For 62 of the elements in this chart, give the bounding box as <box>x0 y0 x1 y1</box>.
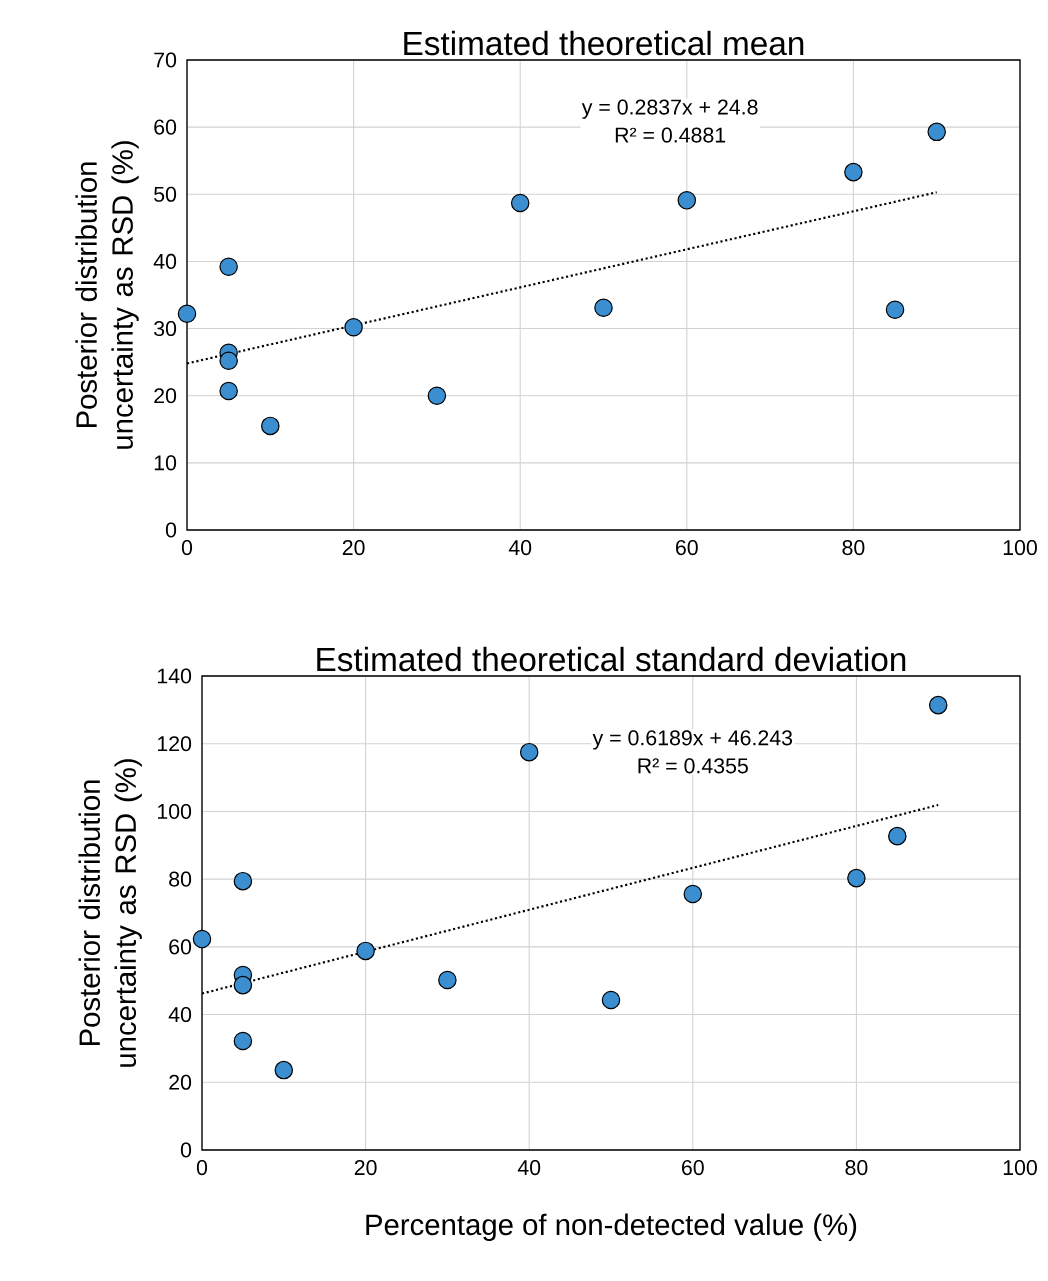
x-tick-label: 100 <box>1003 1160 1037 1176</box>
point <box>847 868 866 888</box>
point <box>219 351 238 371</box>
point <box>844 162 863 182</box>
point <box>594 298 613 318</box>
x-tick-label: 80 <box>842 540 865 556</box>
point <box>219 381 238 401</box>
point <box>888 826 907 846</box>
point <box>274 1060 294 1080</box>
x-tick-label: 20 <box>354 1160 377 1176</box>
x-tick-label: 100 <box>1003 540 1037 556</box>
point <box>427 386 447 405</box>
x-axis-title: Percentage of non-detected value (%) <box>366 1213 857 1241</box>
point <box>233 1031 253 1051</box>
y-tick-label: 50 <box>154 186 177 202</box>
point <box>219 257 238 277</box>
point <box>683 884 703 904</box>
point <box>438 970 457 990</box>
point <box>927 122 946 142</box>
y-tick-label: 80 <box>169 871 192 887</box>
y-tick-label: 140 <box>157 668 192 684</box>
chart-title: Estimated theoretical mean <box>404 30 804 56</box>
y-tick-label: 100 <box>157 803 192 819</box>
chart-title: Estimated theoretical standard deviation <box>317 646 906 672</box>
x-tick-label: 60 <box>676 540 698 556</box>
point <box>677 191 697 210</box>
y-tick-label: 0 <box>165 522 177 538</box>
point <box>356 941 375 961</box>
point <box>519 742 539 762</box>
point <box>233 871 253 891</box>
annotation: R² = 0.4355 <box>638 758 748 774</box>
x-tick-label: 40 <box>517 1160 541 1176</box>
x-tick-label: 80 <box>845 1160 868 1176</box>
annotation: y = 0.2837x + 24.8 <box>581 99 758 119</box>
point <box>928 695 948 715</box>
y-tick-label: 40 <box>153 253 177 269</box>
x-tick-label: 0 <box>196 1160 208 1176</box>
point <box>192 929 212 949</box>
y-tick-label: 120 <box>157 736 192 752</box>
point <box>601 990 621 1010</box>
y-tick-label: 10 <box>154 455 177 471</box>
x-tick-label: 60 <box>682 1160 704 1176</box>
annotation: R² = 0.4881 <box>615 127 726 143</box>
y-axis-title: Posterior distribution uncertainty as RSD (%) <box>75 141 139 449</box>
point <box>261 416 280 436</box>
y-tick-label: 0 <box>180 1142 192 1158</box>
point <box>510 193 530 213</box>
x-tick-label: 40 <box>508 540 532 556</box>
y-tick-label: 40 <box>168 1007 192 1023</box>
y-tick-label: 70 <box>154 52 177 68</box>
point <box>233 975 253 995</box>
point <box>344 317 363 337</box>
y-tick-label: 20 <box>169 1074 192 1090</box>
annotation: y = 0.6189x + 46.243 <box>592 730 793 750</box>
x-tick-label: 20 <box>342 540 365 556</box>
y-tick-label: 60 <box>169 939 192 955</box>
y-axis-title: Posterior distribution uncertainty as RSD (%) <box>78 759 142 1067</box>
point <box>177 304 197 324</box>
y-tick-label: 20 <box>154 388 177 404</box>
y-tick-label: 30 <box>154 321 177 337</box>
point <box>885 300 905 320</box>
y-tick-label: 60 <box>154 119 177 135</box>
